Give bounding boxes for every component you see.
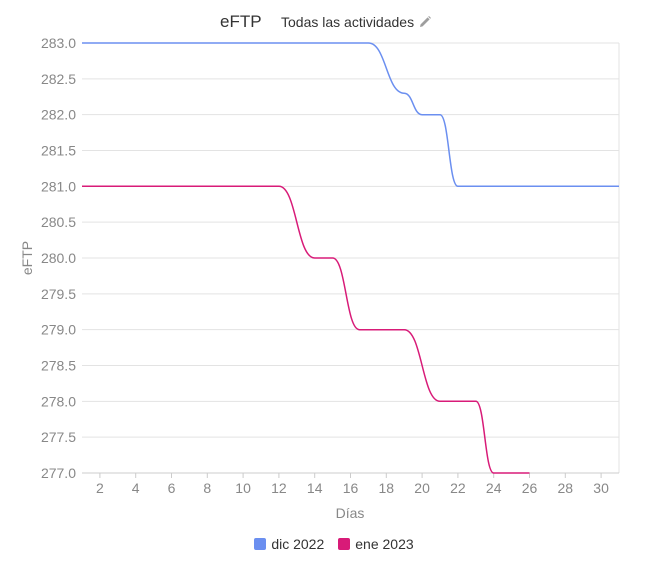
x-tick-label: 18 bbox=[379, 480, 395, 496]
x-tick-label: 26 bbox=[522, 480, 538, 496]
y-tick-label: 280.5 bbox=[41, 214, 76, 230]
chart-title: eFTP bbox=[220, 12, 262, 31]
y-tick-label: 280.0 bbox=[41, 250, 76, 266]
x-tick-label: 16 bbox=[343, 480, 359, 496]
chart-legend: dic 2022 ene 2023 bbox=[0, 536, 668, 552]
legend-swatch-series-2 bbox=[338, 538, 351, 550]
x-tick-label: 14 bbox=[307, 480, 323, 496]
y-tick-label: 279.0 bbox=[41, 322, 76, 338]
x-axis-label: Días bbox=[336, 505, 365, 521]
y-tick-label: 281.0 bbox=[41, 178, 76, 194]
activity-filter-label: Todas las actividades bbox=[281, 14, 415, 30]
y-tick-label: 279.5 bbox=[41, 286, 76, 302]
y-axis-label: eFTP bbox=[19, 241, 35, 275]
y-tick-label: 277.5 bbox=[41, 429, 76, 445]
legend-label-series-2: ene 2023 bbox=[355, 536, 414, 552]
y-tick-label: 277.0 bbox=[41, 465, 76, 481]
x-tick-label: 24 bbox=[486, 480, 502, 496]
legend-item-series-2[interactable]: ene 2023 bbox=[338, 536, 414, 552]
x-tick-label: 22 bbox=[450, 480, 466, 496]
y-tick-label: 278.0 bbox=[41, 393, 76, 409]
chart-header: eFTP Todas las actividades bbox=[0, 10, 668, 36]
grid-layer bbox=[82, 42, 620, 474]
x-tick-label: 12 bbox=[271, 480, 287, 496]
x-tick-label: 8 bbox=[203, 480, 211, 496]
x-tick-label: 10 bbox=[235, 480, 251, 496]
y-tick-label: 282.5 bbox=[41, 71, 76, 87]
eftp-line-chart: 277.0 277.5 278.0 278.5 279.0 279.5 280.0 280.5… bbox=[19, 35, 620, 521]
activity-filter[interactable]: Todas las actividades bbox=[281, 14, 432, 30]
x-tick-label: 28 bbox=[558, 480, 574, 496]
x-tick-label: 4 bbox=[132, 480, 140, 496]
series-line-2 bbox=[81, 185, 530, 474]
x-tick-label: 30 bbox=[593, 480, 609, 496]
x-tick-label: 20 bbox=[414, 480, 430, 496]
series-layer bbox=[81, 42, 619, 474]
axis-layer: 277.0 277.5 278.0 278.5 279.0 279.5 280.0 280.5… bbox=[41, 35, 619, 496]
x-tick-label: 2 bbox=[96, 480, 104, 496]
x-tick-label: 6 bbox=[168, 480, 176, 496]
pencil-icon[interactable] bbox=[418, 15, 432, 29]
y-tick-label: 282.0 bbox=[41, 107, 76, 123]
legend-label-series-1: dic 2022 bbox=[271, 536, 325, 552]
y-tick-label: 281.5 bbox=[41, 143, 76, 159]
y-tick-label: 278.5 bbox=[41, 358, 76, 374]
y-tick-label: 283.0 bbox=[41, 35, 76, 51]
series-line-1 bbox=[81, 42, 619, 188]
legend-item-series-1[interactable]: dic 2022 bbox=[254, 536, 324, 552]
legend-swatch-series-1 bbox=[254, 538, 267, 550]
